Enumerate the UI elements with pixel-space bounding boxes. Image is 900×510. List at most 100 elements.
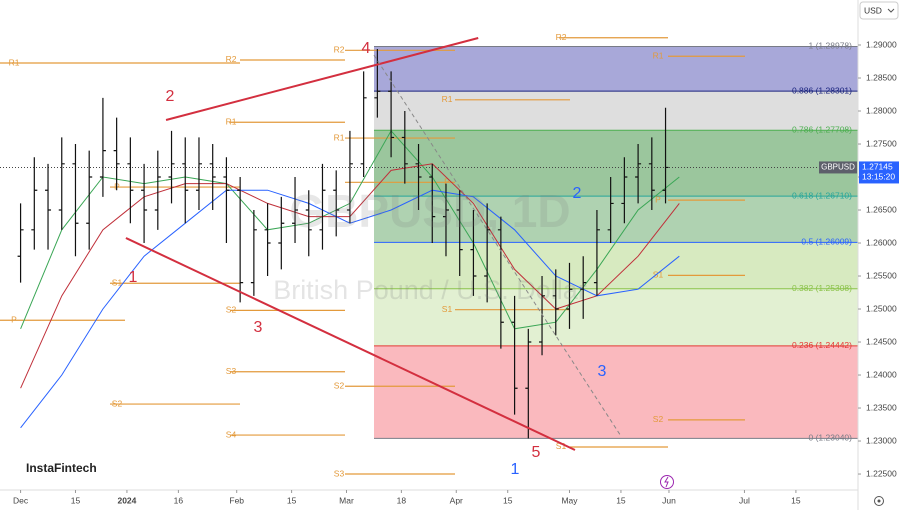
pivot-label: R1 <box>334 132 345 142</box>
y-tick-label: 1.23000 <box>866 435 897 445</box>
ohlc-bar <box>415 144 422 211</box>
x-tick-label: Dec <box>13 495 29 505</box>
y-tick-label: 1.23500 <box>866 402 897 412</box>
pivot-label: R1 <box>9 57 20 67</box>
ohlc-bar <box>223 157 230 244</box>
y-tick-label: 1.28500 <box>866 72 897 82</box>
ohlc-bar <box>442 183 449 257</box>
symbol-tag <box>819 161 857 174</box>
fib-label: 0 (1.23040) <box>809 433 853 443</box>
x-tick-label: Jul <box>739 495 750 505</box>
ohlc-bar <box>209 144 216 211</box>
fib-label: 0.786 (1.27708) <box>792 125 852 135</box>
ohlc-bar <box>264 203 271 277</box>
ohlc-bar <box>456 190 463 277</box>
x-tick-label: 15 <box>71 495 81 505</box>
event-bolt <box>664 476 669 488</box>
y-tick-label: 1.22500 <box>866 468 897 478</box>
ohlc-bar <box>497 216 504 349</box>
ohlc-bar <box>511 295 518 415</box>
ohlc-bar <box>250 210 257 296</box>
settings-icon[interactable] <box>874 496 884 506</box>
currency-box[interactable] <box>859 1 899 20</box>
pivot-label: R1 <box>442 94 453 104</box>
dropdown-arrow <box>887 8 895 13</box>
event-icon[interactable] <box>660 475 674 489</box>
pivot-label: S3 <box>334 468 345 478</box>
ohlc-bar <box>484 203 491 303</box>
fib-label: 0.236 (1.24442) <box>792 340 852 350</box>
ohlc-bar <box>127 137 134 224</box>
ohlc-bar <box>346 130 353 224</box>
price-tag-label: 1.27145 <box>862 162 893 172</box>
y-tick-label: 1.28000 <box>866 105 897 115</box>
x-tick-label: 15 <box>616 495 626 505</box>
ohlc-bar <box>662 107 669 204</box>
x-tick-label: Jun <box>662 495 676 505</box>
settings-ring[interactable] <box>874 496 884 506</box>
ohlc-bar <box>360 71 367 178</box>
ohlc-bar <box>593 210 600 296</box>
y-tick-label: 1.24500 <box>866 336 897 346</box>
pivot-label: S4 <box>226 429 237 439</box>
wave-label: 3 <box>254 319 263 336</box>
ohlc-bar <box>539 276 546 356</box>
ohlc-bar <box>31 157 38 250</box>
ohlc-bar <box>621 157 628 224</box>
currency-button[interactable]: USD <box>859 1 899 20</box>
x-tick-label: May <box>561 495 578 505</box>
price-tag <box>859 161 899 184</box>
ohlc-bar <box>566 262 573 329</box>
fib-band <box>374 196 858 243</box>
pivot-label: R2 <box>226 54 237 64</box>
settings-dot <box>877 499 881 503</box>
countdown-label: 13:15:20 <box>862 172 895 182</box>
x-tick-label: 15 <box>287 495 297 505</box>
ohlc-bar <box>552 269 559 336</box>
ohlc-bar <box>607 177 614 244</box>
fib-label: 0.382 (1.25308) <box>792 283 852 293</box>
wave-label: 1 <box>129 269 138 286</box>
pivot-label: S2 <box>334 380 345 390</box>
pivot-label: S1 <box>442 304 453 314</box>
wave-label: 4 <box>362 40 371 57</box>
watermark-title: GBPUSD, 1D <box>289 185 570 237</box>
fib-label: 0.886 (1.28301) <box>792 85 852 95</box>
y-tick-label: 1.26500 <box>866 204 897 214</box>
plot-area: 0 (1.23040) 0.236 (1.24442) 0.382 (1.25308… <box>0 32 858 478</box>
trendline <box>373 54 621 436</box>
ohlc-bar <box>333 170 340 237</box>
wave-label: 3 <box>598 363 607 380</box>
trendline <box>125 237 576 451</box>
ohlc-bar <box>86 150 93 250</box>
ohlc-bar <box>580 256 587 319</box>
x-tick-label: 15 <box>791 495 801 505</box>
ohlc-bar <box>648 137 655 211</box>
pivot-label: S2 <box>226 305 237 315</box>
y-tick-label: 1.26000 <box>866 237 897 247</box>
ohlc-bar <box>99 97 106 197</box>
fib-band <box>374 288 858 346</box>
pivot-label: S1 <box>556 441 567 451</box>
pivot-label: R2 <box>556 32 567 42</box>
ohlc-bar <box>154 150 161 230</box>
ohlc-bar <box>525 328 532 439</box>
x-tick-label: 16 <box>174 495 184 505</box>
ohlc-bar <box>278 196 285 270</box>
fib-band <box>374 91 858 131</box>
pivot-label: P <box>655 194 661 204</box>
ohlc-bar <box>374 48 381 118</box>
ohlc-bar <box>182 137 189 224</box>
pivot-label: S2 <box>653 414 664 424</box>
ohlc-bar <box>113 117 120 191</box>
currency-label[interactable]: USD <box>864 5 882 15</box>
x-tick-label: 2024 <box>117 495 136 505</box>
fib-label: 0.5 (1.26009) <box>801 237 852 247</box>
ohlc-bar <box>292 177 299 244</box>
pivot-label: S1 <box>653 270 664 280</box>
ohlc-bar <box>635 144 642 204</box>
wave-label: 5 <box>532 444 541 461</box>
x-tick-label: Apr <box>450 495 463 505</box>
